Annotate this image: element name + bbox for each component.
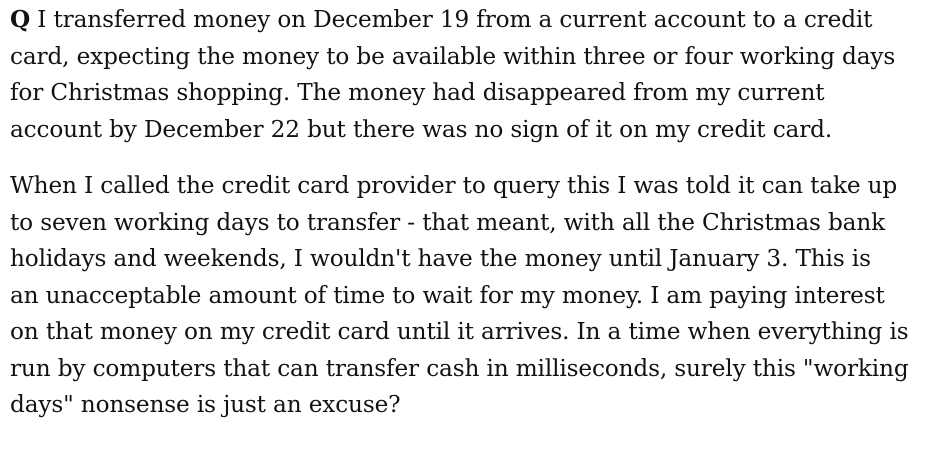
text-line: holidays and weekends, I wouldn't have t… — [10, 245, 871, 272]
text-line: account by December 22 but there was no … — [10, 115, 833, 143]
text-line: When I called the credit card provider t… — [10, 172, 898, 199]
question-paragraph-2: When I called the credit card provider t… — [10, 168, 940, 424]
text-line: card, expecting the money to be availabl… — [10, 42, 896, 70]
question-paragraph-1: Q I transferred money on December 19 fro… — [10, 2, 940, 148]
text-line: for Christmas shopping. The money had di… — [10, 79, 825, 106]
text-line: to seven working days to transfer - that… — [10, 208, 886, 236]
text-line: run by computers that can transfer cash … — [10, 354, 909, 382]
article-body: Q I transferred money on December 19 fro… — [10, 2, 940, 424]
text-line: days" nonsense is just an excuse? — [10, 391, 401, 418]
text-line: on that money on my credit card until it… — [10, 318, 909, 345]
text-line-content: I transferred money on December 19 from … — [30, 6, 873, 33]
text-line: an unacceptable amount of time to wait f… — [10, 281, 885, 309]
text-line: Q I transferred money on December 19 fro… — [10, 2, 940, 39]
question-marker: Q — [10, 6, 31, 33]
